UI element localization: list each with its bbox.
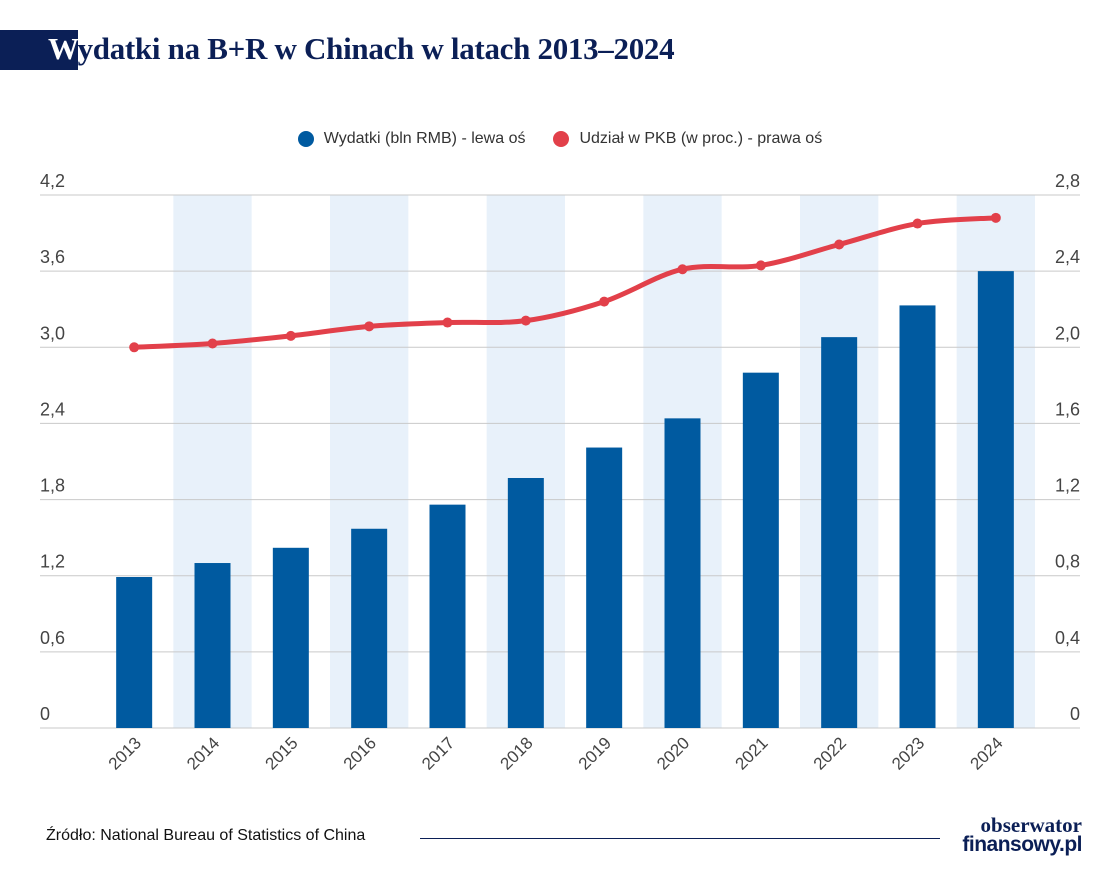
y-left-tick-label: 4,2	[40, 171, 65, 191]
y-left-tick-label: 3,6	[40, 247, 65, 267]
point-gdp-share	[364, 321, 375, 332]
bar-expenditure	[977, 271, 1014, 728]
chart-legend: Wydatki (bln RMB) - lewa oś Udział w PKB…	[0, 130, 1120, 148]
y-right-tick-label: 0	[1070, 704, 1080, 724]
point-gdp-share	[755, 260, 766, 271]
y-left-tick-label: 2,4	[40, 399, 65, 419]
source-note: Źródło: National Bureau of Statistics of…	[46, 827, 366, 844]
legend-item-gdp-share: Udział w PKB (w proc.) - prawa oś	[553, 130, 822, 148]
bar-expenditure	[821, 337, 858, 728]
x-tick-label: 2020	[653, 733, 693, 773]
point-gdp-share	[677, 264, 688, 275]
legend-item-expenditure: Wydatki (bln RMB) - lewa oś	[297, 130, 526, 148]
title-text: ydatki na B+R w Chinach w latach 2013–20…	[77, 31, 675, 66]
title-first-letter: W	[48, 31, 78, 66]
bar-expenditure	[742, 372, 779, 728]
title-accent-block	[0, 30, 78, 70]
point-gdp-share	[990, 212, 1001, 223]
x-tick-label: 2023	[888, 733, 928, 773]
x-tick-label: 2018	[496, 733, 536, 773]
point-gdp-share	[520, 315, 531, 326]
point-gdp-share	[129, 342, 140, 353]
y-left-tick-label: 0	[40, 704, 50, 724]
bar-expenditure	[272, 547, 309, 728]
y-right-tick-label: 2,4	[1055, 247, 1080, 267]
y-left-tick-label: 1,2	[40, 552, 65, 572]
page-title: Wydatki na B+R w Chinach w latach 2013–2…	[48, 31, 675, 67]
legend-label-expenditure: Wydatki (bln RMB) - lewa oś	[323, 130, 526, 147]
x-tick-label: 2022	[810, 733, 850, 773]
y-right-tick-label: 1,2	[1055, 476, 1080, 496]
x-tick-label: 2017	[418, 733, 458, 773]
source-divider	[420, 838, 940, 839]
bar-expenditure	[194, 563, 231, 728]
y-right-tick-label: 0,8	[1055, 552, 1080, 572]
y-right-tick-label: 0,4	[1055, 628, 1080, 648]
y-left-tick-label: 3,0	[40, 323, 65, 343]
point-gdp-share	[442, 317, 453, 328]
x-tick-label: 2016	[340, 733, 380, 773]
bar-expenditure	[507, 477, 544, 728]
legend-dot-bar-icon	[297, 131, 314, 147]
y-right-tick-label: 1,6	[1055, 399, 1080, 419]
brand-logo: obserwator finansowy.pl	[962, 813, 1082, 856]
legend-dot-line-icon	[553, 131, 570, 147]
bar-expenditure	[429, 504, 466, 728]
logo-line-2: finansowy.pl	[962, 833, 1082, 856]
point-gdp-share	[912, 218, 923, 229]
x-tick-label: 2019	[575, 733, 615, 773]
y-right-tick-label: 2,0	[1055, 323, 1080, 343]
point-gdp-share	[599, 296, 610, 307]
legend-label-gdp-share: Udział w PKB (w proc.) - prawa oś	[579, 130, 823, 147]
bar-expenditure	[586, 447, 623, 728]
x-tick-label: 2014	[183, 733, 223, 773]
point-gdp-share	[834, 239, 845, 250]
x-tick-label: 2015	[261, 733, 301, 773]
bar-expenditure	[351, 528, 388, 728]
y-left-tick-label: 0,6	[40, 628, 65, 648]
bar-expenditure	[664, 418, 701, 728]
x-tick-label: 2024	[966, 733, 1006, 773]
x-tick-label: 2021	[731, 733, 771, 773]
bar-expenditure	[116, 576, 153, 728]
bar-expenditure	[899, 305, 936, 728]
point-gdp-share	[285, 330, 296, 341]
y-left-tick-label: 1,8	[40, 476, 65, 496]
y-right-tick-label: 2,8	[1055, 171, 1080, 191]
logo-line-1: obserwator	[980, 813, 1082, 837]
point-gdp-share	[207, 338, 218, 349]
x-tick-label: 2013	[105, 733, 145, 773]
